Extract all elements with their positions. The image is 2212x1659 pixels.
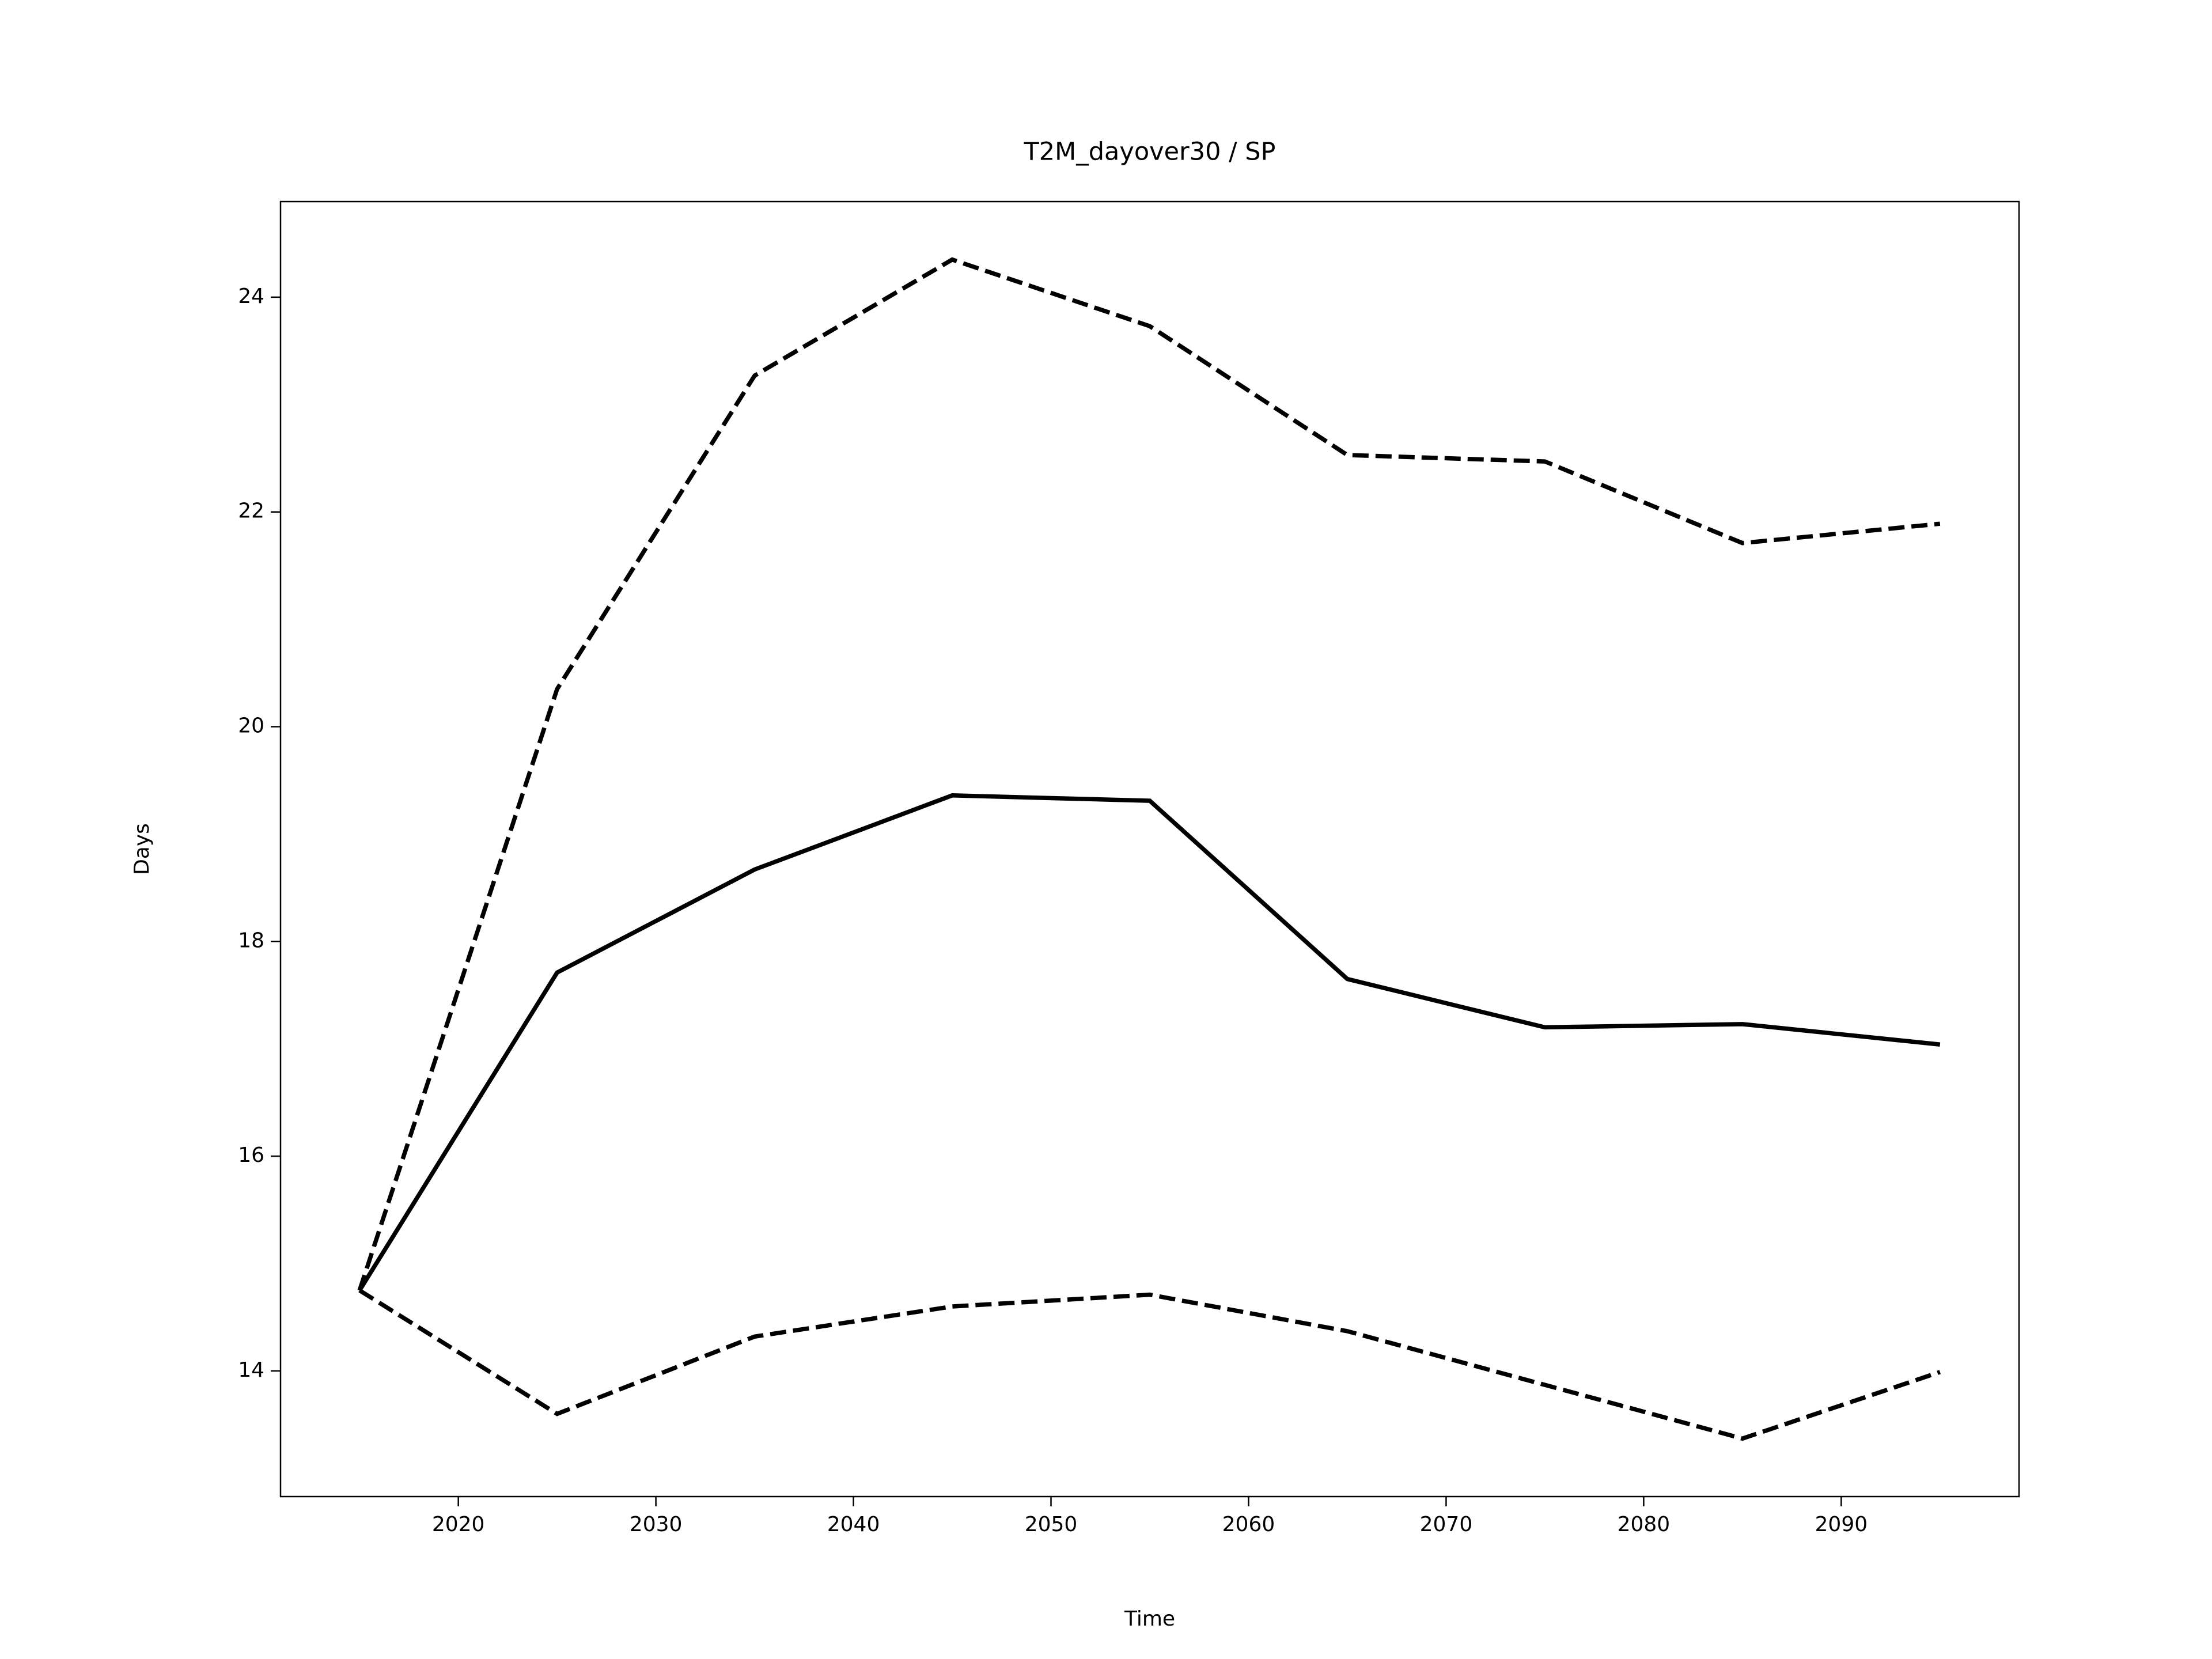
series-line	[357, 793, 1941, 1292]
x-tick-label: 2090	[1815, 1513, 1868, 1536]
x-axis-label: Time	[1124, 1607, 1175, 1631]
y-tick-label: 24	[238, 285, 264, 308]
y-axis-label: Days	[130, 823, 154, 875]
x-tick-label: 2030	[630, 1513, 683, 1536]
x-tick-label: 2070	[1420, 1513, 1473, 1536]
series-line	[358, 1288, 1941, 1441]
x-tick-label: 2050	[1025, 1513, 1078, 1536]
series-line	[357, 257, 1941, 1291]
y-tick-label: 22	[238, 499, 264, 523]
y-tick-label: 14	[238, 1358, 264, 1382]
y-tick-label: 18	[238, 929, 264, 952]
y-tick-label: 16	[238, 1143, 264, 1167]
x-tick-label: 2080	[1618, 1513, 1671, 1536]
x-tick-label: 2060	[1222, 1513, 1275, 1536]
x-tick-label: 2040	[827, 1513, 880, 1536]
x-tick-label: 2020	[432, 1513, 485, 1536]
y-tick-label: 20	[238, 714, 264, 738]
plot-frame	[279, 200, 2020, 1498]
chart-title: T2M_dayover30 / SP	[1024, 138, 1276, 166]
